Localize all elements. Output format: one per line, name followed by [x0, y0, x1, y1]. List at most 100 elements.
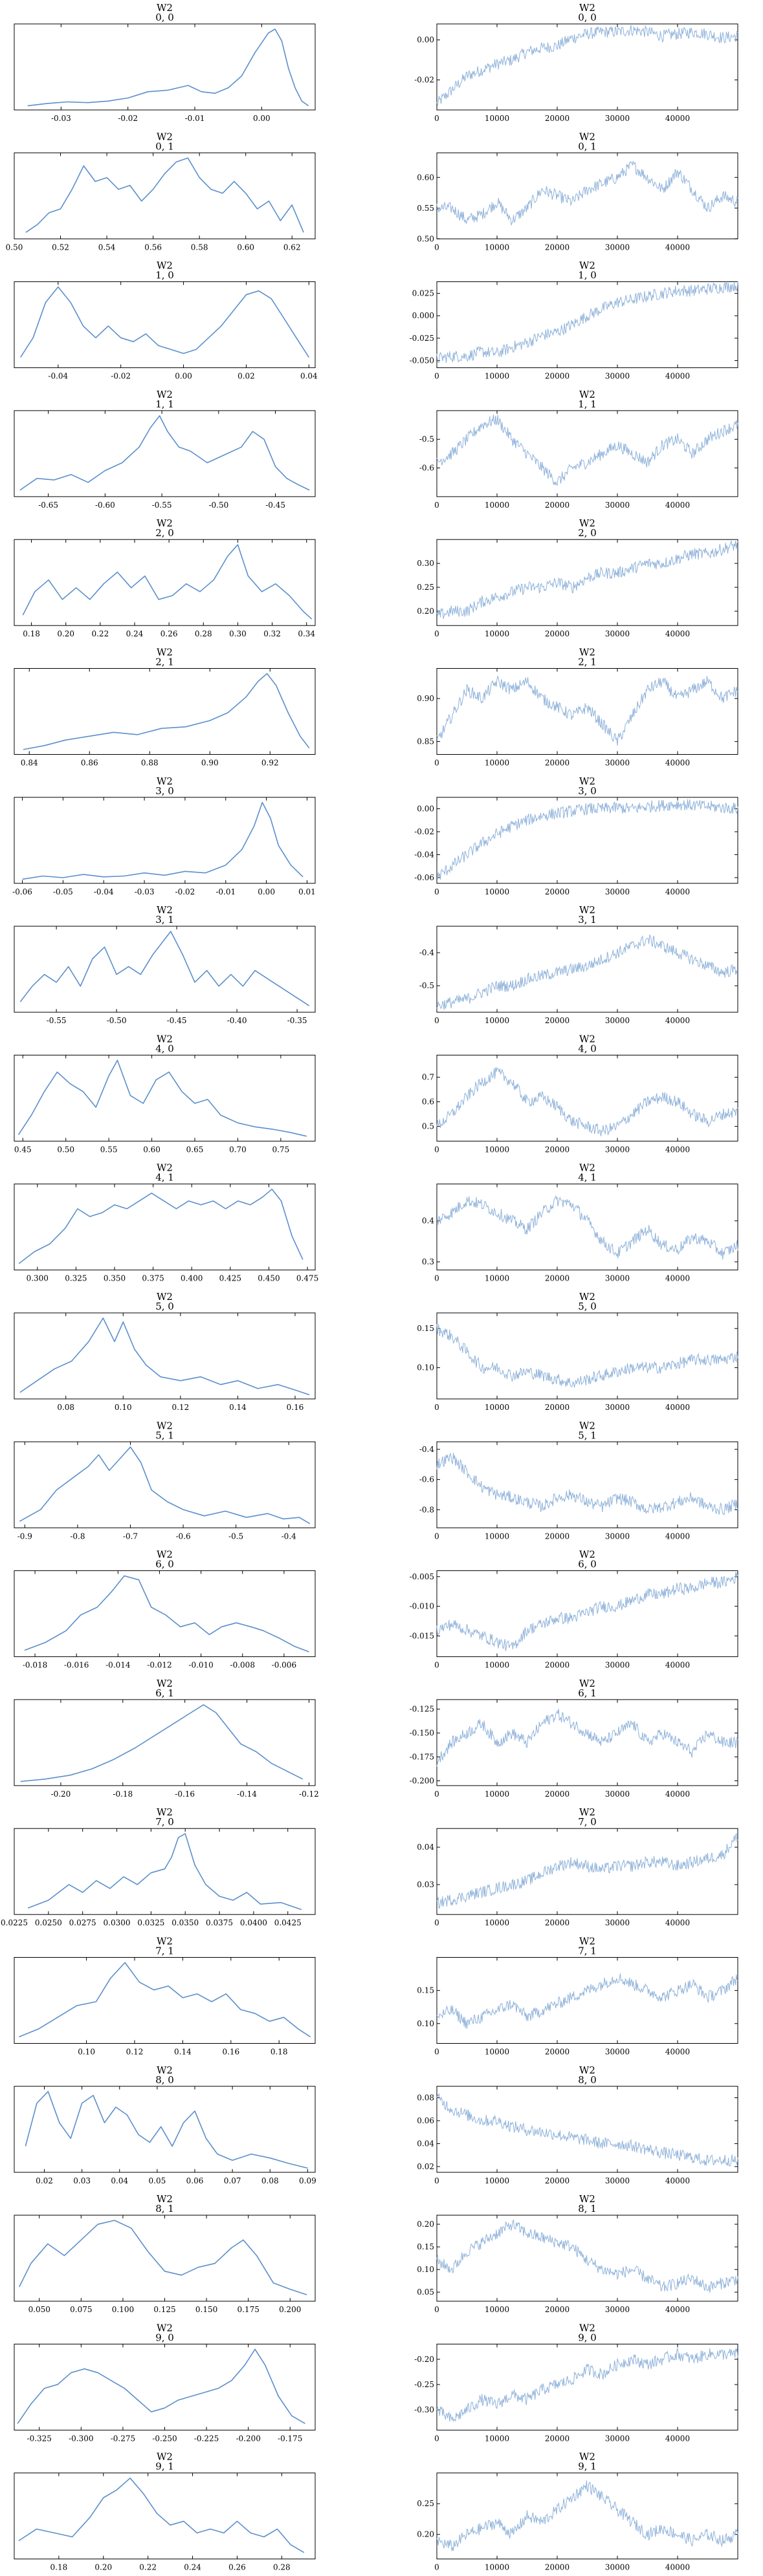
- x-tick-label: -0.4: [282, 1532, 297, 1541]
- panel-title: W2: [157, 2064, 173, 2076]
- x-tick-label: 30000: [605, 1145, 630, 1154]
- y-tick-label: -0.4: [419, 948, 435, 957]
- y-tick-label: -0.025: [410, 334, 434, 343]
- x-tick-label: 40000: [665, 114, 690, 123]
- x-tick-label: 0: [434, 1403, 439, 1412]
- x-tick-label: -0.010: [188, 1661, 213, 1670]
- x-tick-label: -0.225: [194, 2434, 219, 2443]
- x-tick-label: 0.65: [186, 1145, 204, 1154]
- x-tick-label: 0.200: [279, 2305, 301, 2314]
- kde-curve: [18, 2477, 305, 2553]
- trace-panel-3-1: W23, 1 0 10000 20000 30000 40000 -0.4 -0.5: [419, 904, 738, 1025]
- x-tick-label: -0.016: [64, 1661, 89, 1670]
- x-tick-label: 0.60: [143, 1145, 160, 1154]
- y-tick-label: 0.20: [417, 2220, 434, 2229]
- panel-title: W2: [157, 2451, 173, 2463]
- x-tick-label: 0.60: [237, 243, 254, 252]
- panel-title: W2: [157, 260, 173, 272]
- axes-frame: [14, 1312, 316, 1400]
- panel-title: W2: [579, 2, 595, 14]
- panel-subtitle: 3, 1: [155, 914, 174, 925]
- x-tick-label: 20000: [545, 1790, 569, 1799]
- trace-panel-0-0: W20, 0 0 10000 20000 30000 40000 0.00 -0.02: [414, 2, 738, 123]
- trace-panel-5-1: W25, 1 0 10000 20000 30000 40000 -0.4 -0.6 -0.8: [419, 1420, 738, 1541]
- x-tick-label: 0.90: [201, 759, 219, 768]
- x-tick-label: -0.35: [287, 1016, 307, 1025]
- x-tick-label: 20000: [545, 1661, 569, 1670]
- trace-panel-9-1: W29, 1 0 10000 20000 30000 40000 0.25 0.20: [417, 2451, 738, 2572]
- x-tick-label: 40000: [665, 1918, 690, 1927]
- y-tick-label: -0.06: [414, 873, 434, 882]
- x-tick-label: 0.0300: [104, 1918, 131, 1927]
- y-tick-label: 0.00: [417, 805, 434, 814]
- axes-frame: [14, 1699, 316, 1786]
- x-tick-label: -0.14: [237, 1790, 257, 1799]
- panel-subtitle: 7, 1: [578, 1945, 597, 1957]
- panel-title: W2: [157, 904, 173, 916]
- axes-frame: [14, 410, 316, 497]
- y-tick-label: 0.06: [417, 2116, 434, 2125]
- panel-subtitle: 7, 0: [578, 1816, 597, 1828]
- x-tick-label: 40000: [665, 759, 690, 768]
- x-tick-label: 0: [434, 2305, 439, 2314]
- x-tick-label: 40000: [665, 1403, 690, 1412]
- panel-title: W2: [579, 1033, 595, 1044]
- x-tick-label: 0.58: [191, 243, 208, 252]
- axes-frame: [436, 2473, 738, 2560]
- trace-line: [436, 2347, 738, 2423]
- axes-frame: [436, 23, 738, 111]
- panel-subtitle: 8, 0: [578, 2074, 597, 2086]
- x-tick-label: 20000: [545, 2176, 569, 2185]
- x-tick-label: -0.9: [17, 1532, 32, 1541]
- x-tick-label: 30000: [605, 114, 630, 123]
- panel-title: W2: [579, 389, 595, 400]
- x-tick-label: -0.02: [175, 887, 195, 896]
- panel-title: W2: [579, 1806, 595, 1818]
- panel-title: W2: [157, 1420, 173, 1431]
- x-tick-label: 10000: [485, 759, 509, 768]
- x-tick-label: -0.03: [135, 887, 155, 896]
- panel-title: W2: [579, 2064, 595, 2076]
- x-tick-label: 30000: [605, 2434, 630, 2443]
- panel-title: W2: [157, 1162, 173, 1174]
- x-tick-label: 0.04: [300, 372, 318, 381]
- kde-panel-2-0: W22, 0 0.18 0.20 0.22 0.24 0.26 0.28 0.30 0.32 0.…: [14, 517, 316, 638]
- x-tick-label: 0: [434, 2176, 439, 2185]
- x-tick-label: -0.7: [123, 1532, 138, 1541]
- kde-curve: [19, 1446, 311, 1524]
- x-tick-label: 0.475: [296, 1274, 318, 1283]
- x-tick-label: 0.86: [81, 759, 98, 768]
- axes-frame: [14, 1054, 316, 1142]
- y-tick-label: -0.5: [419, 435, 434, 444]
- x-tick-label: 0.100: [112, 2305, 134, 2314]
- x-tick-label: 0.20: [94, 2563, 112, 2572]
- x-tick-label: 0: [434, 887, 439, 896]
- x-tick-label: -0.01: [216, 887, 236, 896]
- x-tick-label: -0.018: [23, 1661, 47, 1670]
- axes-frame: [14, 23, 316, 111]
- trace-line: [436, 25, 738, 106]
- x-tick-label: -0.6: [175, 1532, 190, 1541]
- x-tick-label: -0.05: [53, 887, 73, 896]
- x-tick-label: 20000: [545, 1274, 569, 1283]
- panel-subtitle: 5, 0: [155, 1301, 174, 1312]
- trace-line: [436, 799, 738, 880]
- kde-panel-5-1: W25, 1 -0.9 -0.8 -0.7 -0.6 -0.5 -0.4: [14, 1420, 316, 1541]
- x-tick-label: 0.450: [258, 1274, 280, 1283]
- x-tick-label: 10000: [485, 1274, 509, 1283]
- panel-subtitle: 1, 1: [578, 398, 597, 410]
- axes-frame: [14, 281, 316, 369]
- x-tick-label: -0.06: [12, 887, 32, 896]
- x-tick-label: 40000: [665, 1661, 690, 1670]
- trace-panel-8-0: W28, 0 0 10000 20000 30000 40000 0.08 0.06 0.04 0…: [417, 2064, 738, 2185]
- x-tick-label: 0.22: [91, 629, 109, 638]
- x-tick-label: 0.18: [271, 2048, 288, 2057]
- x-tick-label: 20000: [545, 629, 569, 638]
- panel-title: W2: [157, 647, 173, 658]
- kde-curve: [22, 544, 313, 620]
- trace-panel-8-1: W28, 1 0 10000 20000 30000 40000 0.20 0.15 0.10 0…: [417, 2193, 738, 2314]
- panel-subtitle: 9, 0: [155, 2332, 174, 2343]
- y-tick-label: -0.010: [410, 1602, 434, 1611]
- x-tick-label: 40000: [665, 1145, 690, 1154]
- y-tick-label: 0.03: [417, 1880, 434, 1889]
